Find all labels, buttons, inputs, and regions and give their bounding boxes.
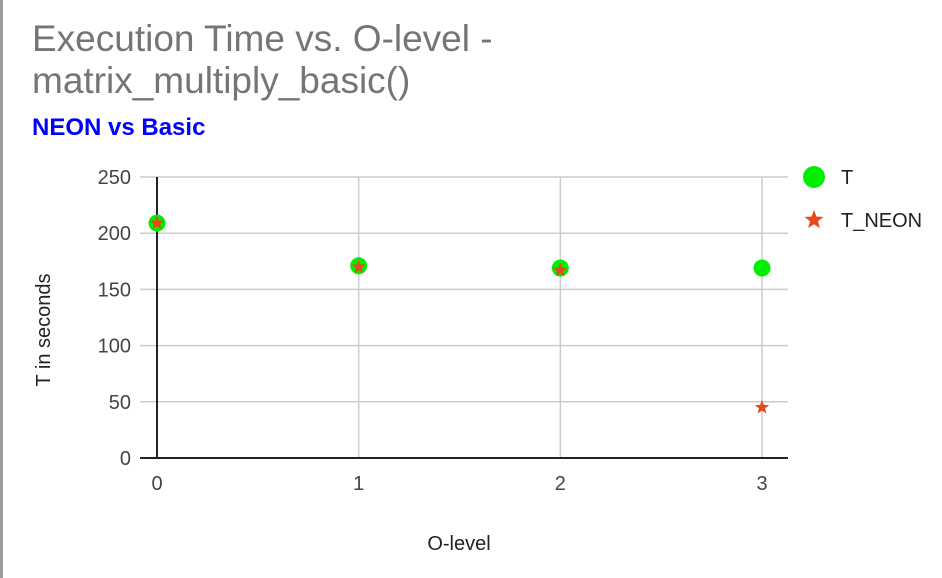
y-tick-label: 200 <box>98 223 131 245</box>
frame-left-border <box>0 0 3 578</box>
chart-title: Execution Time vs. O-level - matrix_mult… <box>32 18 493 101</box>
legend-marker-t-neon <box>804 210 824 229</box>
point-t-neon <box>553 262 568 277</box>
y-tick-label: 100 <box>98 336 131 358</box>
y-tick-label: 250 <box>98 167 131 189</box>
legend: T T_NEON <box>803 166 922 232</box>
grid-lines <box>140 176 788 458</box>
data-marks <box>148 214 771 414</box>
legend-label: T_NEON <box>841 210 922 232</box>
x-tick-label: 3 <box>756 473 767 495</box>
chart-subtitle: NEON vs Basic <box>32 114 206 141</box>
point-t-neon <box>754 399 770 414</box>
point-t <box>753 259 771 277</box>
x-tick-label: 1 <box>353 473 364 495</box>
axes <box>140 177 788 459</box>
x-tick-label: 2 <box>555 473 566 495</box>
y-tick-labels: 0 50 100 150 200 250 <box>98 167 131 470</box>
y-tick-label: 150 <box>98 279 131 301</box>
x-tick-labels: 0 1 2 3 <box>151 473 767 495</box>
point-t-neon <box>351 259 366 273</box>
y-tick-label: 50 <box>109 392 131 414</box>
y-axis-title: T in seconds <box>33 273 55 386</box>
point-t-neon <box>149 215 165 230</box>
x-axis-title: O-level <box>427 533 490 555</box>
legend-marker-t <box>803 166 825 188</box>
legend-label: T <box>841 167 853 189</box>
x-tick-label: 0 <box>151 473 162 495</box>
y-tick-label: 0 <box>120 448 131 470</box>
